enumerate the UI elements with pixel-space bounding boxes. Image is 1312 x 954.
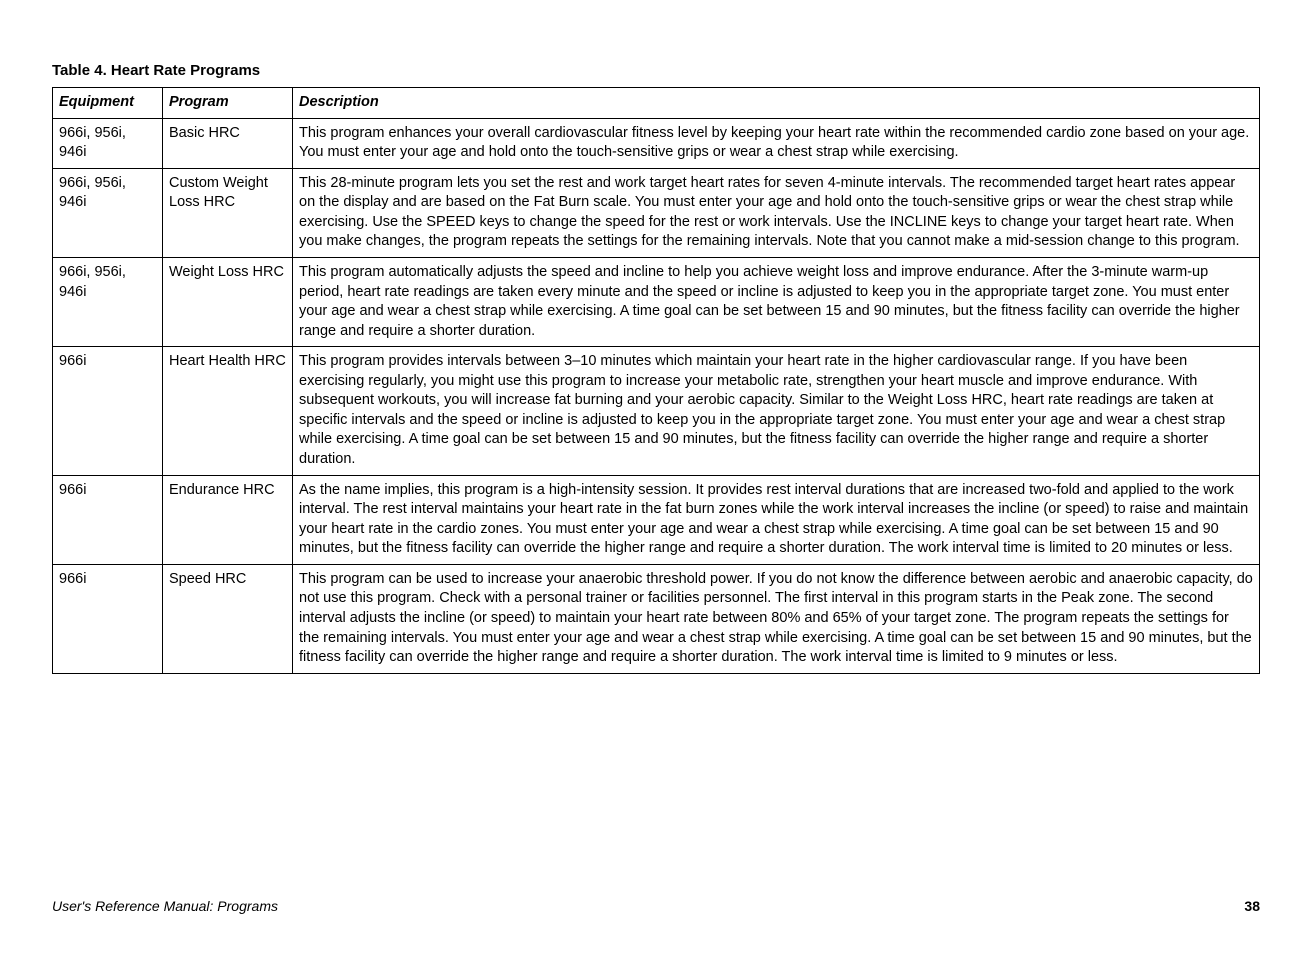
table-row: 966i, 956i, 946i Basic HRC This program … <box>53 118 1260 168</box>
cell-description: This 28-minute program lets you set the … <box>293 168 1260 257</box>
page-container: Table 4. Heart Rate Programs Equipment P… <box>0 0 1312 954</box>
table-row: 966i Endurance HRC As the name implies, … <box>53 475 1260 564</box>
table-caption: Table 4. Heart Rate Programs <box>52 62 1260 79</box>
cell-program: Speed HRC <box>163 564 293 673</box>
table-header-row: Equipment Program Description <box>53 88 1260 119</box>
heart-rate-programs-table: Equipment Program Description 966i, 956i… <box>52 87 1260 674</box>
column-header-program: Program <box>163 88 293 119</box>
cell-equipment: 966i <box>53 475 163 564</box>
cell-program: Weight Loss HRC <box>163 257 293 346</box>
column-header-equipment: Equipment <box>53 88 163 119</box>
cell-equipment: 966i, 956i, 946i <box>53 168 163 257</box>
cell-program: Endurance HRC <box>163 475 293 564</box>
cell-equipment: 966i <box>53 564 163 673</box>
cell-description: This program enhances your overall cardi… <box>293 118 1260 168</box>
table-row: 966i Heart Health HRC This program provi… <box>53 347 1260 475</box>
table-row: 966i, 956i, 946i Custom Weight Loss HRC … <box>53 168 1260 257</box>
table-row: 966i Speed HRC This program can be used … <box>53 564 1260 673</box>
cell-description: This program can be used to increase you… <box>293 564 1260 673</box>
cell-equipment: 966i, 956i, 946i <box>53 257 163 346</box>
column-header-description: Description <box>293 88 1260 119</box>
cell-program: Basic HRC <box>163 118 293 168</box>
cell-description: This program provides intervals between … <box>293 347 1260 475</box>
cell-equipment: 966i <box>53 347 163 475</box>
cell-description: As the name implies, this program is a h… <box>293 475 1260 564</box>
footer-page-number: 38 <box>1244 898 1260 914</box>
cell-equipment: 966i, 956i, 946i <box>53 118 163 168</box>
footer-doc-title: User's Reference Manual: Programs <box>52 898 278 914</box>
cell-description: This program automatically adjusts the s… <box>293 257 1260 346</box>
table-row: 966i, 956i, 946i Weight Loss HRC This pr… <box>53 257 1260 346</box>
cell-program: Heart Health HRC <box>163 347 293 475</box>
cell-program: Custom Weight Loss HRC <box>163 168 293 257</box>
page-footer: User's Reference Manual: Programs 38 <box>52 898 1260 914</box>
